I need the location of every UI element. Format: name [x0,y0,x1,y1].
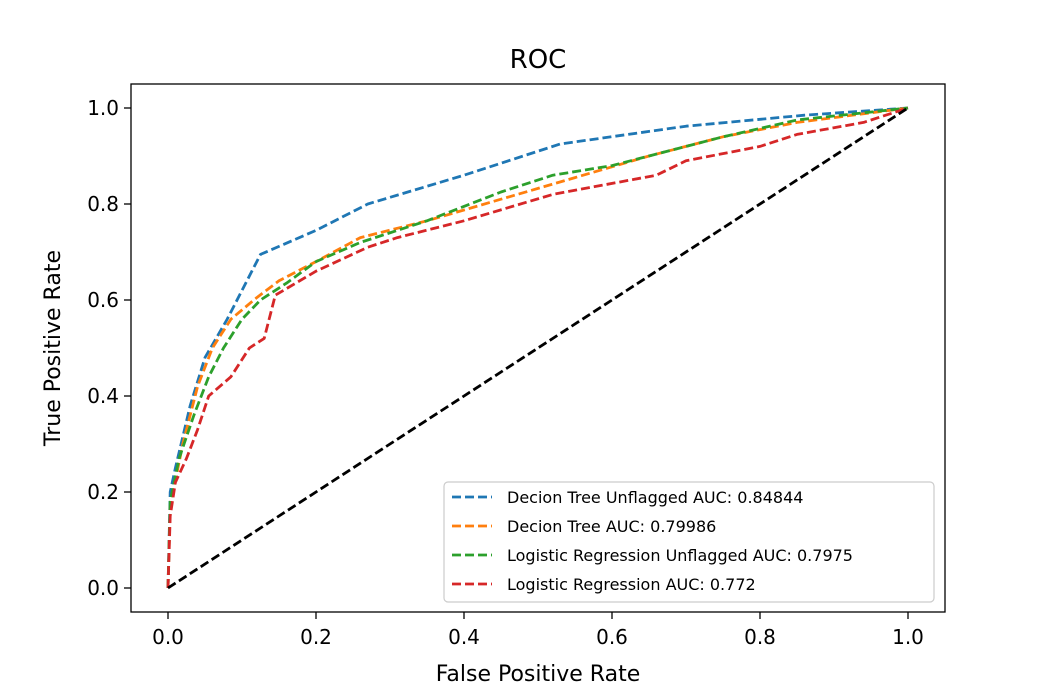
x-axis-label: False Positive Rate [436,662,640,687]
y-tick-label: 0.2 [87,480,119,504]
y-tick-label: 0.6 [87,288,119,312]
legend: Decion Tree Unflagged AUC: 0.84844 Decion… [443,481,935,603]
plot-area [166,106,909,590]
series-line-4 [166,106,909,589]
legend-label: Logistic Regression AUC: 0.772 [507,575,756,594]
x-tick-label: 0.4 [448,625,480,649]
x-tick-label: 0.8 [744,625,776,649]
y-tick-label: 0.8 [87,192,119,216]
x-tick-label: 0.2 [300,625,332,649]
legend-label: Decion Tree AUC: 0.79986 [507,517,716,536]
x-tick-label: 1.0 [892,625,924,649]
y-axis-label: True Positive Rate [41,250,66,447]
x-tick-label: 0.0 [152,625,184,649]
series-line-1 [166,106,909,589]
legend-label: Decion Tree Unflagged AUC: 0.84844 [507,488,803,507]
plot-frame [130,83,946,613]
series-line-3 [166,106,909,589]
chart-title: ROC [510,45,567,75]
y-tick-label: 0.4 [87,384,119,408]
reference-diagonal-line [167,106,909,590]
legend-label: Logistic Regression Unflagged AUC: 0.797… [507,546,853,565]
legend-box [443,481,935,603]
x-tick-label: 0.6 [596,625,628,649]
y-axis-ticks: 0.0 0.2 0.4 0.6 0.8 1.0 [87,96,131,600]
y-tick-label: 1.0 [87,96,119,120]
x-axis-ticks: 0.0 0.2 0.4 0.6 0.8 1.0 [152,612,924,649]
y-tick-label: 0.0 [87,576,119,600]
